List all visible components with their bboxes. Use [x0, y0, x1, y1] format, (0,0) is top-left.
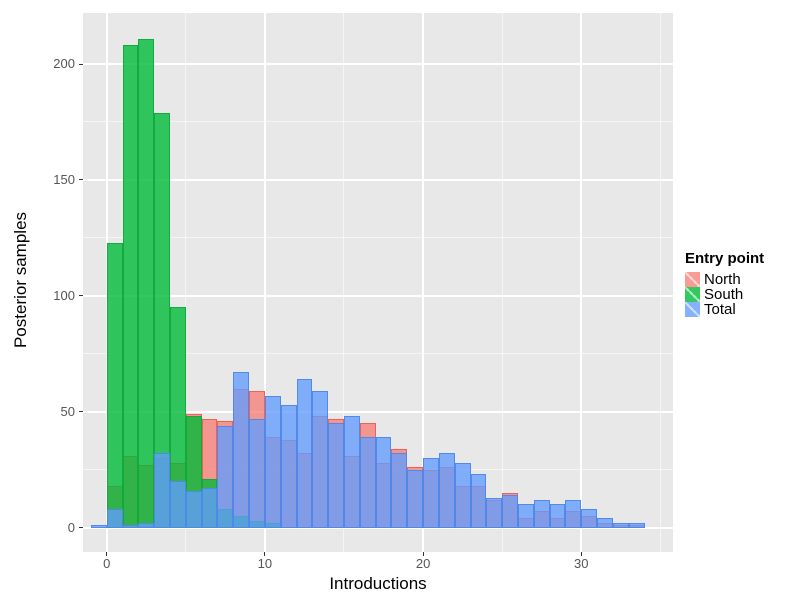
- bar-total: [201, 488, 218, 528]
- x-tick-mark: [580, 552, 582, 556]
- bar-total: [169, 481, 186, 528]
- x-minor-gridline: [343, 13, 345, 552]
- bar-total: [138, 523, 155, 528]
- y-tick-mark: [79, 527, 83, 529]
- bar-total: [106, 509, 123, 528]
- bar-total: [280, 404, 297, 528]
- bar-total: [154, 453, 170, 528]
- bar-total: [517, 504, 534, 528]
- bar-total: [122, 525, 139, 528]
- y-tick-mark: [79, 411, 83, 413]
- bar-total: [375, 437, 392, 528]
- y-minor-gridline: [83, 353, 673, 355]
- x-minor-gridline: [185, 13, 187, 552]
- x-tick-mark: [422, 552, 424, 556]
- legend-item-north: North: [685, 272, 764, 287]
- bar-total: [312, 390, 329, 528]
- bar-total: [533, 499, 550, 528]
- bar-total: [438, 453, 455, 528]
- bar-total: [391, 453, 408, 528]
- north-swatch-icon: [685, 272, 700, 287]
- legend-item-total: Total: [685, 302, 764, 317]
- bar-total: [264, 395, 281, 528]
- x-minor-gridline: [659, 13, 661, 552]
- x-tick-label: 20: [415, 556, 431, 571]
- legend-label-total: Total: [704, 301, 736, 318]
- x-tick-label: 10: [257, 556, 273, 571]
- bar-total: [628, 523, 645, 528]
- legend: Entry point North South Total: [685, 250, 764, 317]
- legend-title: Entry point: [685, 250, 765, 267]
- y-major-gridline: [83, 63, 673, 65]
- x-tick-label: 0: [103, 556, 111, 571]
- bar-south: [138, 38, 155, 528]
- y-minor-gridline: [83, 121, 673, 123]
- bar-total: [502, 495, 518, 528]
- y-tick-label: 0: [67, 519, 75, 535]
- y-axis-title: Posterior samples: [11, 211, 30, 349]
- bar-total: [233, 372, 250, 528]
- y-tick-label: 50: [60, 403, 75, 419]
- bar-total: [486, 497, 503, 528]
- south-swatch-icon: [685, 287, 700, 302]
- x-tick-mark: [106, 552, 108, 556]
- bar-total: [581, 509, 598, 528]
- x-axis-title: Introductions: [329, 574, 427, 593]
- legend-item-south: South: [685, 287, 764, 302]
- x-major-gridline: [263, 13, 266, 552]
- bar-total: [359, 437, 376, 528]
- y-tick-label: 100: [53, 287, 75, 303]
- bar-total: [597, 518, 613, 528]
- y-major-gridline: [83, 410, 673, 413]
- bar-total: [249, 418, 265, 528]
- x-tick-label: 30: [574, 556, 589, 571]
- bar-total: [217, 425, 234, 528]
- bar-total: [328, 423, 344, 528]
- y-minor-gridline: [83, 237, 673, 239]
- y-tick-mark: [79, 63, 83, 65]
- bar-total: [185, 490, 202, 528]
- y-tick-mark: [79, 295, 83, 297]
- bar-total: [470, 474, 487, 528]
- bar-total: [549, 504, 566, 528]
- x-major-gridline: [580, 13, 583, 552]
- y-tick-label: 200: [53, 56, 75, 71]
- y-tick-label: 150: [53, 171, 75, 187]
- legend-label-north: North: [704, 271, 741, 288]
- bar-total: [454, 462, 471, 528]
- bar-south: [122, 45, 139, 528]
- y-major-gridline: [83, 294, 673, 297]
- y-major-gridline: [83, 526, 673, 529]
- plot-panel: [83, 13, 673, 552]
- bar-total: [612, 523, 629, 528]
- y-major-gridline: [83, 178, 673, 181]
- bar-total: [565, 499, 582, 528]
- bar-total: [423, 458, 439, 528]
- x-tick-mark: [264, 552, 266, 556]
- bar-total: [407, 469, 424, 528]
- bar-total: [343, 416, 360, 528]
- y-tick-mark: [79, 179, 83, 181]
- bar-total: [90, 525, 107, 528]
- total-swatch-icon: [685, 302, 700, 317]
- bar-total: [296, 379, 313, 528]
- x-minor-gridline: [501, 13, 503, 552]
- x-major-gridline: [422, 13, 425, 552]
- legend-label-south: South: [704, 286, 744, 303]
- bar-south: [106, 242, 123, 528]
